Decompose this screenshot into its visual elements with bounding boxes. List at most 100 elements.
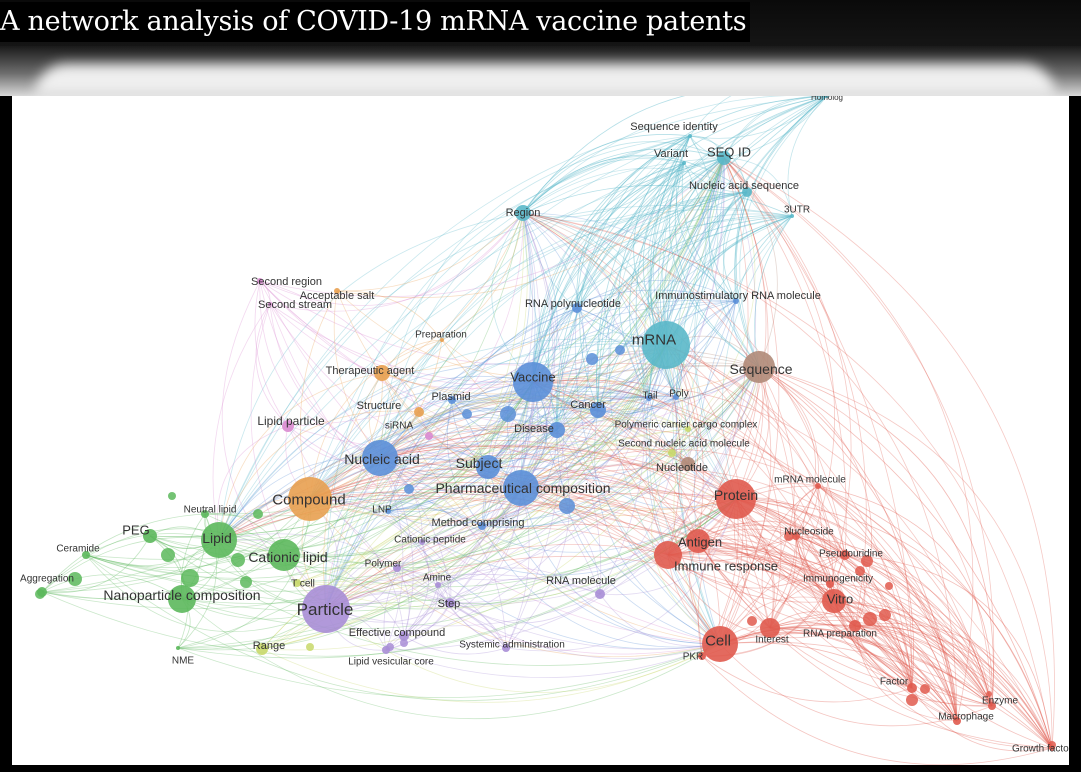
edge [522, 148, 725, 214]
edge [379, 135, 691, 459]
edge [599, 344, 677, 595]
edge [437, 567, 601, 595]
edge [854, 622, 1053, 749]
edge [385, 643, 721, 679]
edge [599, 498, 737, 596]
edge [387, 307, 578, 512]
edge [428, 366, 760, 472]
label-nucleoside: Nucleoside [784, 527, 834, 538]
edge [441, 212, 524, 341]
minor-node [861, 555, 873, 567]
edge [522, 96, 827, 214]
edge [181, 344, 667, 604]
label-lipidparticle: Lipid particle [257, 414, 325, 428]
edge [683, 162, 748, 193]
edge [522, 141, 725, 214]
edge [576, 162, 685, 309]
edge [451, 395, 558, 431]
edge [323, 372, 383, 610]
edge [697, 540, 1053, 749]
label-rnamolecule: RNA molecule [546, 575, 616, 587]
edge [665, 96, 828, 346]
label-nucleicacid: Nucleic acid [344, 451, 419, 467]
edge [520, 135, 691, 489]
edge [522, 212, 737, 302]
edge [854, 625, 1053, 749]
edge [769, 626, 958, 722]
edge [481, 525, 721, 648]
edge [844, 554, 958, 722]
label-tcell: T cell [291, 579, 315, 590]
label-subject: Subject [456, 455, 503, 471]
edge [522, 212, 1053, 749]
label-layer: Homolog Sequence identity Variant SEQ ID Nuc… [20, 96, 1069, 755]
edge [309, 491, 483, 527]
edge [769, 535, 797, 629]
node-cancer [590, 402, 606, 418]
edge [325, 191, 748, 610]
edge [177, 344, 667, 649]
node-mrna [642, 321, 690, 369]
edge [520, 157, 725, 489]
label-secondregion: Second region [251, 276, 322, 288]
edge [381, 372, 721, 645]
node-factor [907, 683, 917, 693]
edge [487, 466, 721, 645]
node-step [445, 598, 455, 608]
edge [309, 465, 835, 602]
edge [597, 396, 677, 414]
label-factor: Factor [880, 677, 909, 688]
edge [854, 625, 958, 722]
edge [336, 157, 725, 299]
edge [795, 485, 819, 537]
edge [41, 157, 725, 593]
edge [449, 157, 725, 604]
edge [218, 157, 725, 541]
edge [574, 307, 721, 645]
edge [218, 338, 667, 541]
label-vaccine: Vaccine [510, 370, 555, 385]
edge [735, 498, 856, 627]
edge [403, 602, 451, 637]
edge [325, 444, 673, 610]
edge [758, 366, 914, 689]
edge [522, 212, 650, 399]
edge [723, 157, 793, 217]
edge [396, 567, 507, 649]
edge [719, 554, 846, 645]
edge [379, 157, 725, 459]
edge [85, 554, 721, 701]
edge [177, 381, 534, 649]
edge [520, 448, 673, 489]
edge [177, 643, 721, 698]
label-secondnuc: Second nucleic acid molecule [618, 439, 750, 450]
header-glow [0, 46, 1081, 96]
edge [735, 498, 993, 707]
edge [325, 397, 650, 610]
edge [296, 417, 689, 584]
edge [520, 487, 958, 722]
edge [629, 157, 725, 399]
edge [833, 600, 958, 722]
edge [218, 372, 383, 541]
edge [665, 344, 835, 602]
edge [261, 487, 522, 650]
edge [41, 528, 285, 593]
edge [532, 376, 689, 430]
minor-node [231, 553, 245, 567]
edge [795, 535, 958, 722]
node-secondnuc [668, 449, 676, 457]
label-utr3: 3UTR [784, 205, 810, 216]
edge [681, 162, 737, 302]
node-vaccine [513, 362, 553, 402]
node-acceptablesalt [334, 288, 340, 294]
edge [387, 307, 578, 512]
edge [385, 344, 667, 651]
edge [532, 191, 748, 383]
edge [694, 300, 737, 645]
edge [385, 366, 760, 651]
edge [379, 445, 669, 556]
edge [697, 520, 846, 556]
edge [403, 212, 541, 637]
edge [829, 583, 993, 707]
